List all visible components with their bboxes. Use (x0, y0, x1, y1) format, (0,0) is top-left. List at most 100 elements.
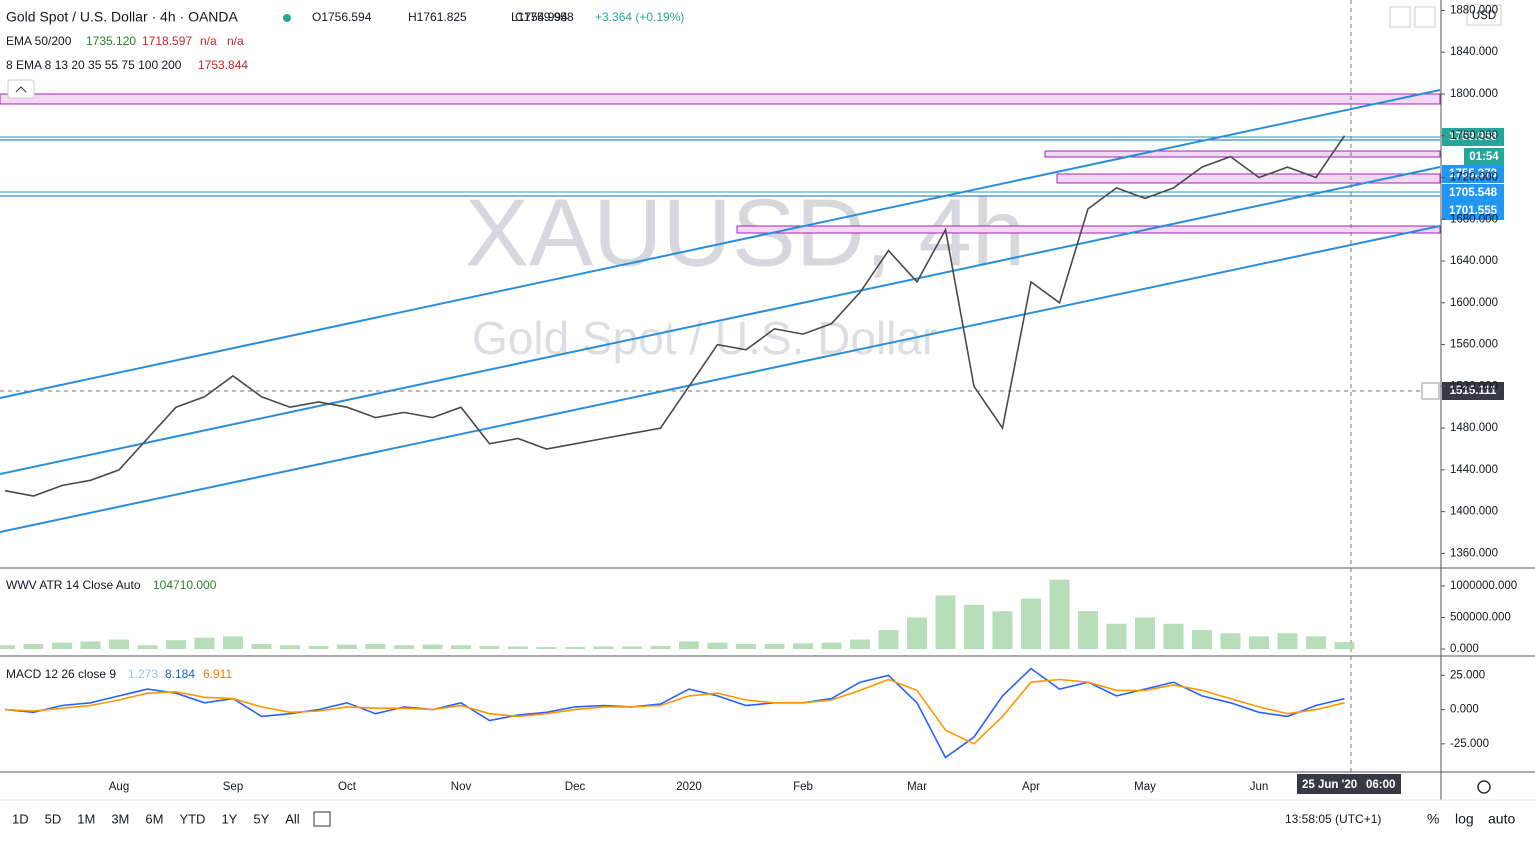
series-line (4, 667, 1345, 759)
range-button[interactable]: 1Y (221, 811, 237, 826)
bar (365, 643, 386, 650)
bar (1135, 617, 1155, 650)
range-button[interactable]: 1M (77, 811, 95, 826)
range-button[interactable]: YTD (179, 811, 205, 826)
log-toggle[interactable]: log (1455, 811, 1474, 827)
download-button[interactable] (1389, 6, 1411, 28)
bar (964, 604, 984, 650)
y-tick-label: 500000.000 (1450, 612, 1511, 624)
price-tag: 1755.373 (1449, 168, 1497, 180)
x-tick-label: Feb (793, 781, 813, 793)
range-button[interactable]: 5D (45, 811, 62, 826)
bar (508, 646, 528, 650)
range-button[interactable]: 3M (111, 811, 129, 826)
ema-value: n/a (227, 34, 244, 48)
bar (764, 643, 785, 650)
series-line (4, 135, 1346, 497)
watermark-name: Gold Spot / U.S. Dollar (472, 312, 937, 364)
range-button[interactable]: All (285, 811, 300, 826)
bar (0, 645, 15, 650)
zone (736, 225, 1441, 234)
bar (223, 636, 243, 650)
y-tick-label: 1600.000 (1450, 297, 1498, 309)
add-button[interactable] (1421, 382, 1440, 400)
zone (1056, 173, 1441, 184)
channel-line (0, 225, 1441, 533)
y-tick-label: 1840.000 (1450, 46, 1498, 58)
y-tick-label: 0.000 (1450, 704, 1479, 716)
x-tick-label: Aug (109, 781, 129, 793)
bar (907, 617, 927, 650)
bar (1334, 642, 1355, 650)
y-tick-label: 1520.000 (1450, 380, 1498, 392)
x-tick-label: Mar (907, 781, 927, 793)
price-tag-bg (1442, 165, 1504, 183)
x-tick-label: Sep (223, 781, 243, 793)
range-buttons: 1D 5D 1M 3M 6M YTD 1Y 5Y All (12, 811, 300, 826)
range-button[interactable]: 1D (12, 811, 29, 826)
crosshair-price: 1515.111 (1450, 385, 1497, 397)
bar (23, 643, 44, 650)
collapse-button[interactable] (7, 79, 35, 99)
price-tag: 1759.958 (1449, 131, 1498, 143)
bar (821, 642, 842, 650)
x-tick-label: Jun (1250, 781, 1269, 793)
range-button[interactable]: 6M (145, 811, 163, 826)
bar (166, 640, 186, 650)
bar (707, 642, 728, 650)
bar (1078, 611, 1098, 650)
bar (1049, 579, 1070, 650)
price-tag: 1701.555 (1449, 205, 1498, 217)
bar (793, 643, 813, 650)
atr-value: 104710.000 (153, 578, 217, 592)
bar (479, 645, 500, 650)
bar (422, 644, 443, 650)
bar (194, 637, 215, 650)
currency: USD (1472, 10, 1496, 22)
bar (109, 639, 129, 650)
bar (1277, 633, 1298, 650)
price-tag-bg (1442, 202, 1504, 220)
y-tick-label: 1360.000 (1450, 547, 1498, 559)
bar (280, 645, 300, 650)
y-tick-label: 1440.000 (1450, 464, 1498, 476)
ohlc-close: C1759.958 (515, 10, 574, 24)
y-tick-label: -25.000 (1450, 738, 1489, 750)
settings-icon[interactable] (1477, 780, 1491, 794)
atr-name: WWV ATR 14 Close Auto (6, 578, 141, 592)
currency-button[interactable] (1466, 4, 1502, 26)
zone (1044, 150, 1441, 158)
y-tick-label: 1720.000 (1450, 172, 1498, 184)
price-tag-bg (1442, 184, 1504, 202)
x-tick-label: Oct (338, 781, 357, 793)
y-tick-label: 1400.000 (1450, 506, 1498, 518)
zone (0, 93, 1441, 105)
collapse-icon (15, 86, 27, 93)
price-tag-bg (1442, 128, 1504, 146)
refresh-button[interactable] (1414, 6, 1436, 28)
date-range-icon[interactable] (313, 811, 331, 827)
ema8-name: 8 EMA 8 13 20 35 55 75 100 200 (6, 58, 182, 72)
bar (451, 645, 471, 650)
macd-value: 8.184 (165, 667, 195, 681)
y-tick-label: 1560.000 (1450, 339, 1498, 351)
clock: 13:58:05 (UTC+1) (1285, 812, 1381, 826)
bar (1163, 623, 1184, 650)
macd-name: MACD 12 26 close 9 (6, 667, 116, 681)
ohlc-high: H1761.825 (408, 10, 467, 24)
y-tick-label: 1000000.000 (1450, 580, 1517, 592)
y-tick-label: 1640.000 (1450, 255, 1498, 267)
time-tag-bg (1297, 774, 1401, 794)
y-tick-label: 1680.000 (1450, 213, 1498, 225)
channel-line (0, 166, 1441, 475)
bar (1106, 623, 1127, 650)
bar (622, 646, 642, 650)
auto-toggle[interactable]: auto (1488, 811, 1515, 827)
drawings (0, 0, 1441, 772)
bar (137, 645, 158, 650)
bar (850, 639, 870, 650)
range-button[interactable]: 5Y (253, 811, 269, 826)
bar (337, 644, 357, 650)
percent-toggle[interactable]: % (1427, 811, 1439, 827)
